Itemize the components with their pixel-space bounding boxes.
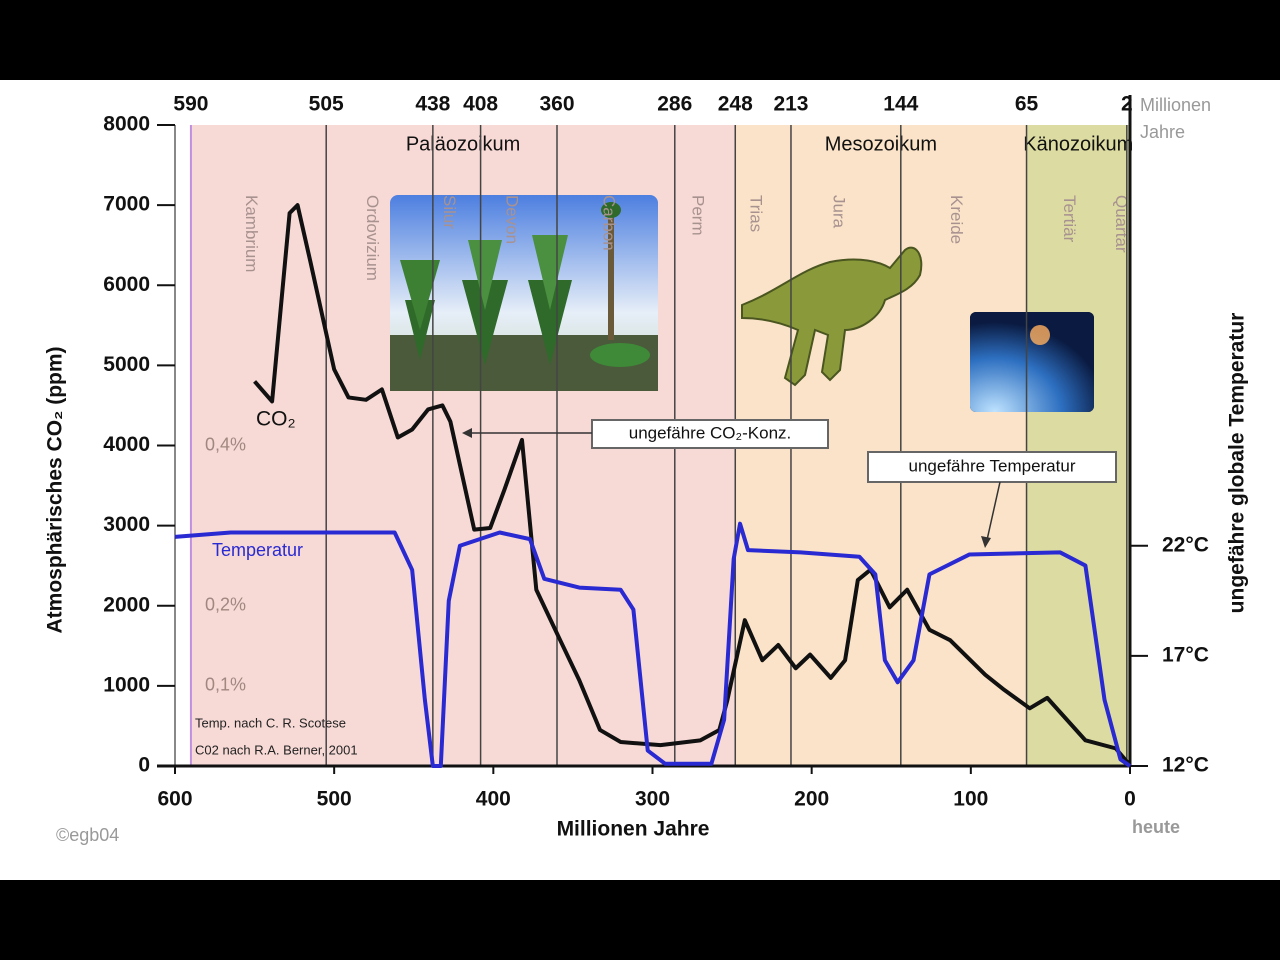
temperature-callout: ungefähre Temperatur — [909, 456, 1076, 475]
top-tick-label: 590 — [173, 93, 208, 116]
callout-box — [591, 419, 829, 449]
plant-picture — [390, 195, 658, 391]
top-tick-label: 2 — [1121, 93, 1133, 116]
top-tick-label: 248 — [718, 93, 753, 116]
era-label: Paläozoikum — [406, 133, 521, 155]
era-band — [1026, 125, 1130, 766]
y-tick-label: 1000 — [103, 673, 150, 696]
y-tick-label: 8000 — [103, 113, 150, 136]
x-end-label: heute — [1132, 817, 1180, 837]
y-tick-label: 6000 — [103, 273, 150, 296]
series-line — [174, 521, 1132, 768]
x-tick-label: 500 — [317, 788, 352, 811]
period-label: Perm — [689, 195, 708, 236]
co2-callout: ungefähre CO₂-Konz. — [629, 423, 792, 442]
top-tick-label: 408 — [463, 93, 498, 116]
series-label: Temperatur — [212, 540, 303, 560]
period-label: Trias — [747, 195, 766, 232]
y2-tick-label: 17°C — [1162, 643, 1209, 666]
percent-label: 0,2% — [205, 595, 246, 615]
x-tick-label: 200 — [794, 788, 829, 811]
top-axis-label: Jahre — [1140, 122, 1185, 142]
x-tick-label: 300 — [635, 788, 670, 811]
top-tick-label: 144 — [883, 93, 918, 116]
period-label: Silur — [440, 195, 459, 229]
x-axis-label: Millionen Jahre — [557, 818, 710, 841]
top-axis-label: Millionen — [1140, 95, 1211, 115]
y2-axis-label: ungefähre globale Temperatur — [1226, 313, 1249, 614]
arrow-head — [981, 536, 991, 548]
y-tick-label: 0 — [138, 754, 150, 777]
top-tick-label: 286 — [657, 93, 692, 116]
period-label: Carbon — [599, 195, 618, 251]
y-tick-label: 7000 — [103, 193, 150, 216]
period-label: Kreide — [947, 195, 966, 244]
x-tick-label: 400 — [476, 788, 511, 811]
callout-arrow — [986, 481, 1001, 541]
y2-tick-label: 22°C — [1162, 533, 1209, 556]
series-label: CO₂ — [256, 408, 296, 431]
earth-picture — [970, 312, 1094, 412]
era-label: Känozoikum — [1023, 133, 1133, 155]
period-label: Jura — [829, 195, 848, 229]
top-tick-label: 213 — [773, 93, 808, 116]
top-tick-label: 438 — [415, 93, 450, 116]
callout-box — [867, 451, 1117, 483]
period-label: Tertiär — [1060, 195, 1079, 243]
source-note: C02 nach R.A. Berner, 2001 — [195, 742, 358, 757]
x-tick-label: 100 — [953, 788, 988, 811]
top-tick-label: 360 — [539, 93, 574, 116]
arrow-head — [462, 428, 472, 438]
y-axis-label: Atmosphärisches CO₂ (ppm) — [44, 346, 67, 633]
top-tick-label: 505 — [309, 93, 344, 116]
y2-tick-label: 12°C — [1162, 754, 1209, 777]
source-note: Temp. nach C. R. Scotese — [195, 715, 346, 730]
percent-label: 0,1% — [205, 675, 246, 695]
copyright: ©egb04 — [56, 825, 119, 845]
period-label: Kambrium — [242, 195, 261, 272]
era-label: Mesozoikum — [825, 133, 937, 155]
dinosaur-picture — [741, 246, 923, 387]
y-tick-label: 3000 — [103, 513, 150, 536]
x-tick-label: 0 — [1124, 788, 1136, 811]
period-label: Quartär — [1112, 195, 1131, 253]
series-line — [253, 203, 1132, 767]
y-tick-label: 2000 — [103, 593, 150, 616]
y-tick-label: 5000 — [103, 353, 150, 376]
y-tick-label: 4000 — [103, 433, 150, 456]
percent-label: 0,4% — [205, 434, 246, 454]
x-tick-label: 600 — [157, 788, 192, 811]
period-label: Devon — [502, 195, 521, 244]
top-tick-label: 65 — [1015, 93, 1039, 116]
period-label: Ordovizium — [363, 195, 382, 281]
